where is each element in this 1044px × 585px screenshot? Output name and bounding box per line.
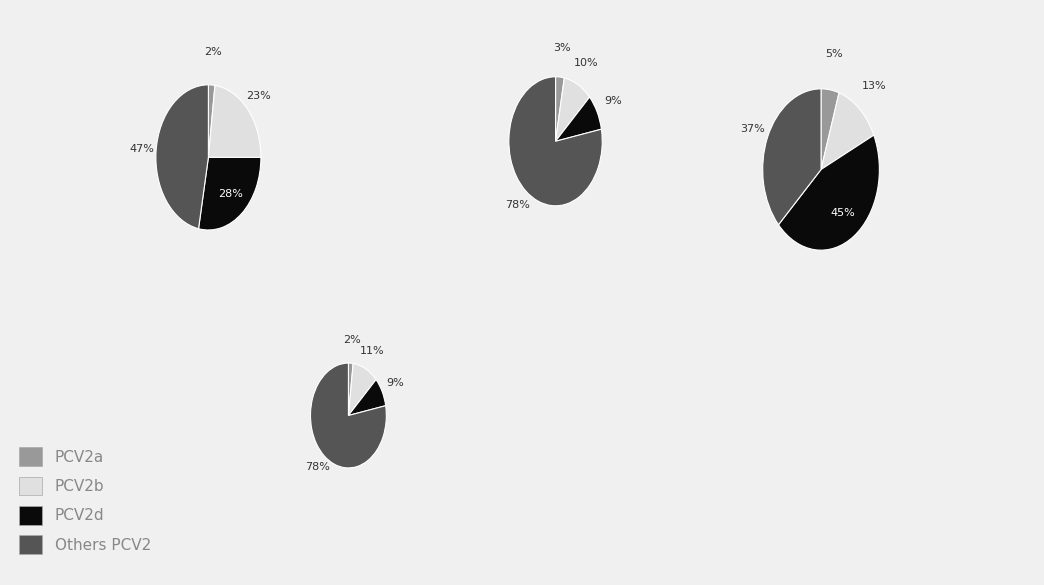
Text: 9%: 9% [604,96,622,106]
Text: 78%: 78% [305,462,330,472]
Text: 23%: 23% [246,91,271,101]
Text: 3%: 3% [553,43,571,53]
Text: 45%: 45% [830,208,855,218]
Wedge shape [349,363,353,415]
Text: 47%: 47% [129,144,153,154]
Wedge shape [555,78,590,141]
Text: 11%: 11% [360,346,384,356]
Text: 9%: 9% [386,378,404,388]
Wedge shape [821,93,874,170]
Text: 78%: 78% [505,200,530,210]
Text: 37%: 37% [740,123,765,133]
Text: 13%: 13% [862,81,886,91]
Text: 5%: 5% [826,49,844,59]
Wedge shape [310,363,386,468]
Text: 28%: 28% [218,189,242,199]
Text: 2%: 2% [343,335,361,345]
Legend: PCV2a, PCV2b, PCV2d, Others PCV2: PCV2a, PCV2b, PCV2d, Others PCV2 [11,440,159,562]
Wedge shape [508,77,602,206]
Wedge shape [349,363,376,415]
Text: 2%: 2% [205,47,222,57]
Wedge shape [821,89,839,170]
Wedge shape [555,97,601,141]
Wedge shape [555,77,565,141]
Wedge shape [156,85,209,229]
Text: 10%: 10% [574,58,599,68]
Wedge shape [209,85,215,157]
Wedge shape [209,85,261,157]
Wedge shape [198,157,261,230]
Wedge shape [763,89,821,225]
Wedge shape [349,380,385,415]
Wedge shape [779,135,879,250]
